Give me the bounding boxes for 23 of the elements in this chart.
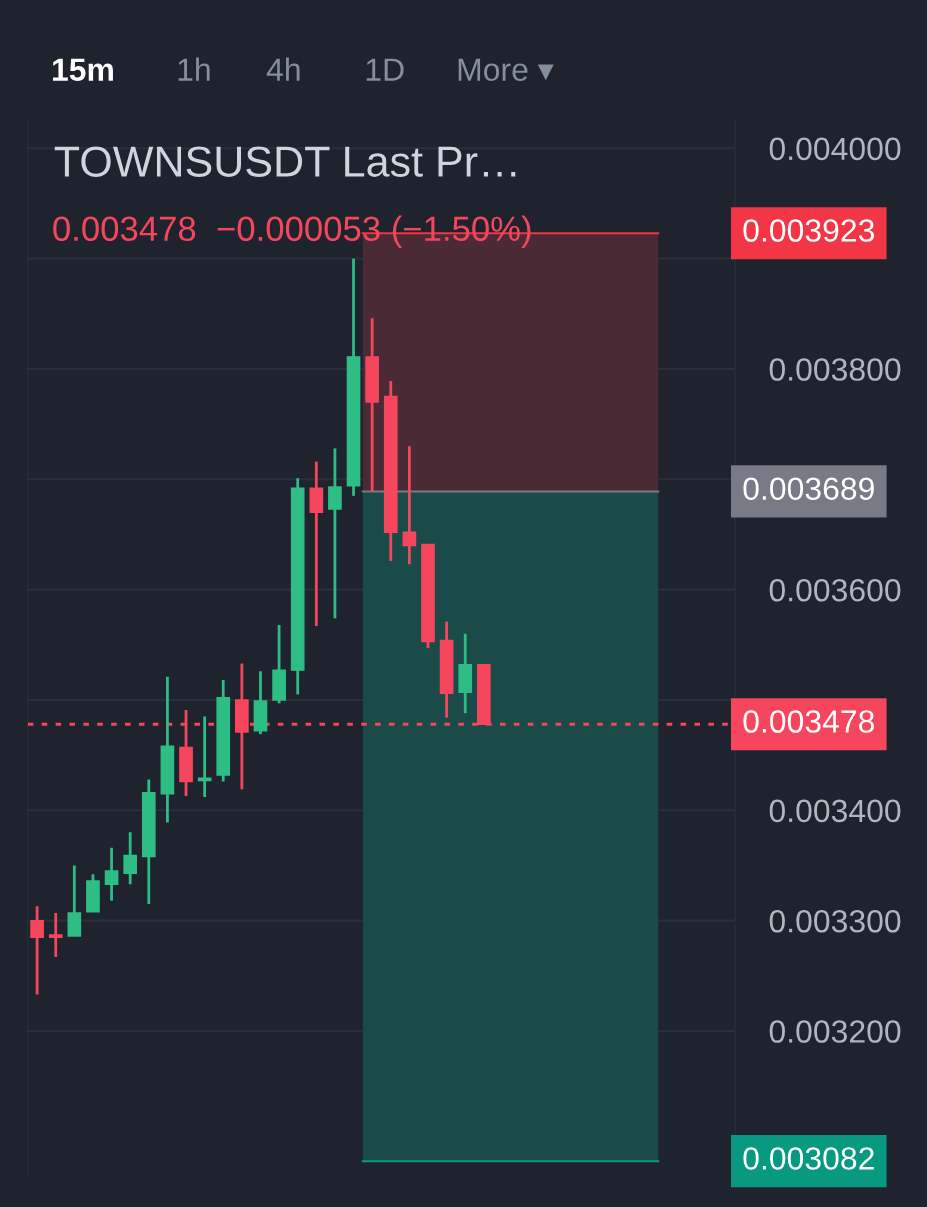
y-tick-label: 0.003800	[769, 358, 901, 381]
text: 15m	[53, 58, 113, 81]
candlestick	[402, 444, 417, 566]
ref-line-label: 0.003923	[743, 219, 875, 242]
text: More ▾	[458, 58, 554, 81]
y-tick-label: 0.003600	[769, 578, 901, 602]
ref-line-label: 0.003082	[743, 1147, 874, 1170]
ref-line-label: 0.003689	[743, 477, 874, 500]
candlestick	[328, 447, 342, 620]
chart-title: TOWNSUSDT Last Pr…	[54, 146, 516, 177]
candlestick	[48, 911, 63, 959]
y-tick-label: 0.004000	[769, 137, 901, 161]
candlestick	[104, 846, 119, 903]
y-tick-label: 0.003400	[769, 799, 901, 823]
candlestick	[123, 830, 138, 886]
candlestick	[30, 904, 44, 996]
ref-line-label: 0.003478	[743, 710, 875, 733]
y-tick-label: 0.003300	[769, 909, 901, 933]
y-tick-label: 0.003200	[769, 1020, 901, 1043]
text: 4h	[266, 57, 300, 81]
candlestick	[67, 864, 82, 938]
text: 1h	[178, 57, 210, 81]
text: 1D	[366, 58, 404, 81]
